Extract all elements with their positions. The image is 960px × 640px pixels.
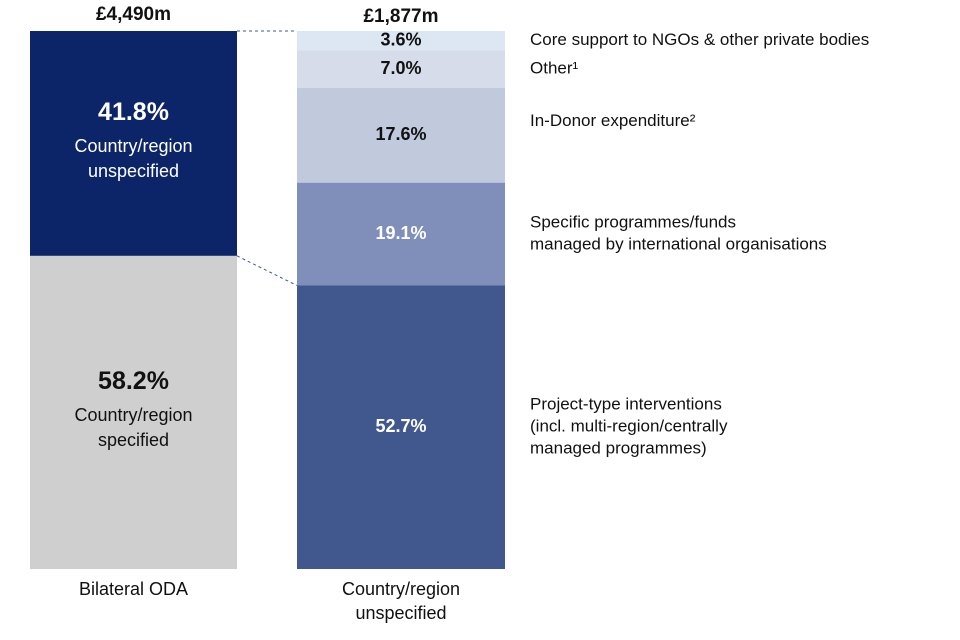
segment-percent-label: 41.8%: [98, 98, 169, 126]
legend-label: Core support to NGOs & other private bod…: [530, 30, 869, 49]
segment-percent-label: 17.6%: [375, 124, 426, 144]
legend-label: Project-type interventions: [530, 395, 722, 414]
bar-segment-breakdown-1: [297, 31, 505, 51]
segment-percent-label: 3.6%: [380, 29, 421, 49]
legend-label: Specific programmes/funds: [530, 213, 736, 232]
bar-segment-breakdown-4: [297, 182, 505, 286]
legend-label: In-Donor expenditure²: [530, 111, 696, 130]
segment-percent-label: 19.1%: [375, 223, 426, 243]
bar-total-label: £1,877m: [363, 6, 438, 27]
segment-description-label: Country/region: [74, 405, 192, 425]
bar-segment-breakdown-2: [297, 50, 505, 89]
connector-line-bottom: [236, 255, 298, 286]
x-category-label: unspecified: [355, 603, 446, 623]
legend-label: Other¹: [530, 59, 579, 78]
legend-label: managed by international organisations: [530, 235, 827, 254]
bar-total-label: £4,490m: [96, 4, 171, 25]
segment-description-label: unspecified: [88, 161, 179, 181]
x-category-label: Bilateral ODA: [79, 579, 188, 599]
segment-percent-label: 7.0%: [380, 58, 421, 78]
segment-percent-label: 52.7%: [375, 416, 426, 436]
bar-segment-specified: [30, 255, 237, 569]
segment-percent-label: 58.2%: [98, 367, 169, 395]
segment-description-label: specified: [98, 430, 169, 450]
bar-segment-unspecified: [30, 31, 237, 256]
bar-segment-breakdown-5: [297, 285, 505, 569]
legend-label: (incl. multi-region/centrally: [530, 417, 728, 436]
x-category-label: Country/region: [342, 579, 460, 599]
bar-segment-breakdown-3: [297, 88, 505, 183]
segment-description-label: Country/region: [74, 136, 192, 156]
legend-label: managed programmes): [530, 439, 707, 458]
